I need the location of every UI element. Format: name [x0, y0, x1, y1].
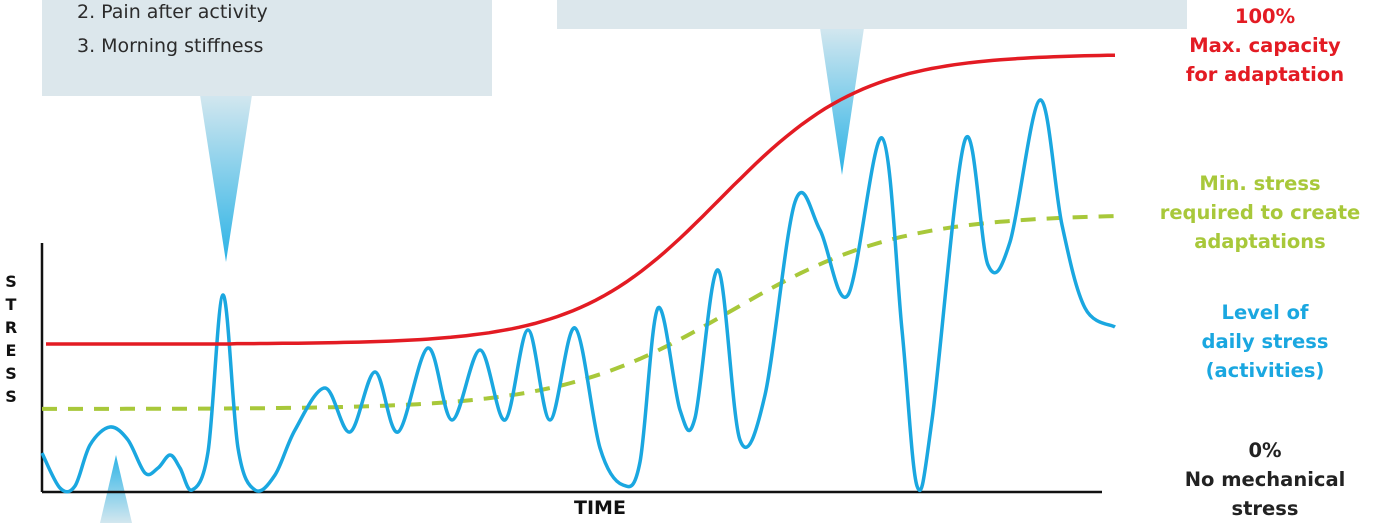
left-callout-line-1: 2. Pain after activity: [77, 1, 268, 23]
legend-max-capacity: 100% Max. capacity for adaptation: [1155, 2, 1375, 89]
min-stress-curve: [42, 214, 1116, 411]
legend-min-stress: Min. stress required to create adaptatio…: [1130, 169, 1390, 256]
left-callout-pointer: [200, 95, 252, 262]
y-axis-letter: T: [5, 295, 17, 314]
legend-zero-percent: 0%: [1248, 439, 1282, 462]
y-axis-letter: S: [5, 387, 17, 406]
y-axis-letter: R: [4, 318, 18, 337]
bottom-callout-pointer: [100, 455, 132, 523]
legend-min-line-1: Min. stress: [1199, 172, 1321, 195]
legend-min-line-2: required to create: [1159, 201, 1361, 224]
left-callout-line-2: 3. Morning stiffness: [77, 35, 264, 57]
x-axis-label: TIME: [574, 497, 626, 519]
legend-no-stress: 0% No mechanical stress: [1155, 436, 1375, 523]
legend-max-line-1: Max. capacity: [1189, 34, 1341, 57]
legend-max-percent: 100%: [1234, 5, 1296, 28]
y-axis-letter: E: [5, 341, 17, 360]
legend-daily-line-2: daily stress: [1201, 330, 1329, 353]
legend-zero-line-1: No mechanical: [1184, 468, 1346, 491]
legend-min-line-3: adaptations: [1194, 230, 1326, 253]
y-axis-letter: S: [5, 364, 17, 383]
legend-daily-stress: Level of daily stress (activities): [1155, 298, 1375, 385]
max-capacity-curve: [46, 53, 1116, 346]
legend-daily-line-3: (activities): [1205, 359, 1325, 382]
right-callout-pointer: [820, 28, 864, 175]
left-callout-text: 2. Pain after activity 3. Morning stiffn…: [77, 0, 268, 63]
legend-max-line-2: for adaptation: [1185, 63, 1345, 86]
legend-daily-line-1: Level of: [1221, 301, 1309, 324]
y-axis-label: S T R E S S: [0, 270, 22, 408]
left-callout-box: [42, 0, 492, 96]
legend-zero-line-2: stress: [1231, 497, 1299, 520]
daily-stress-curve: [40, 98, 1116, 494]
right-callout-box: [557, 0, 1187, 29]
y-axis-letter: S: [5, 272, 17, 291]
